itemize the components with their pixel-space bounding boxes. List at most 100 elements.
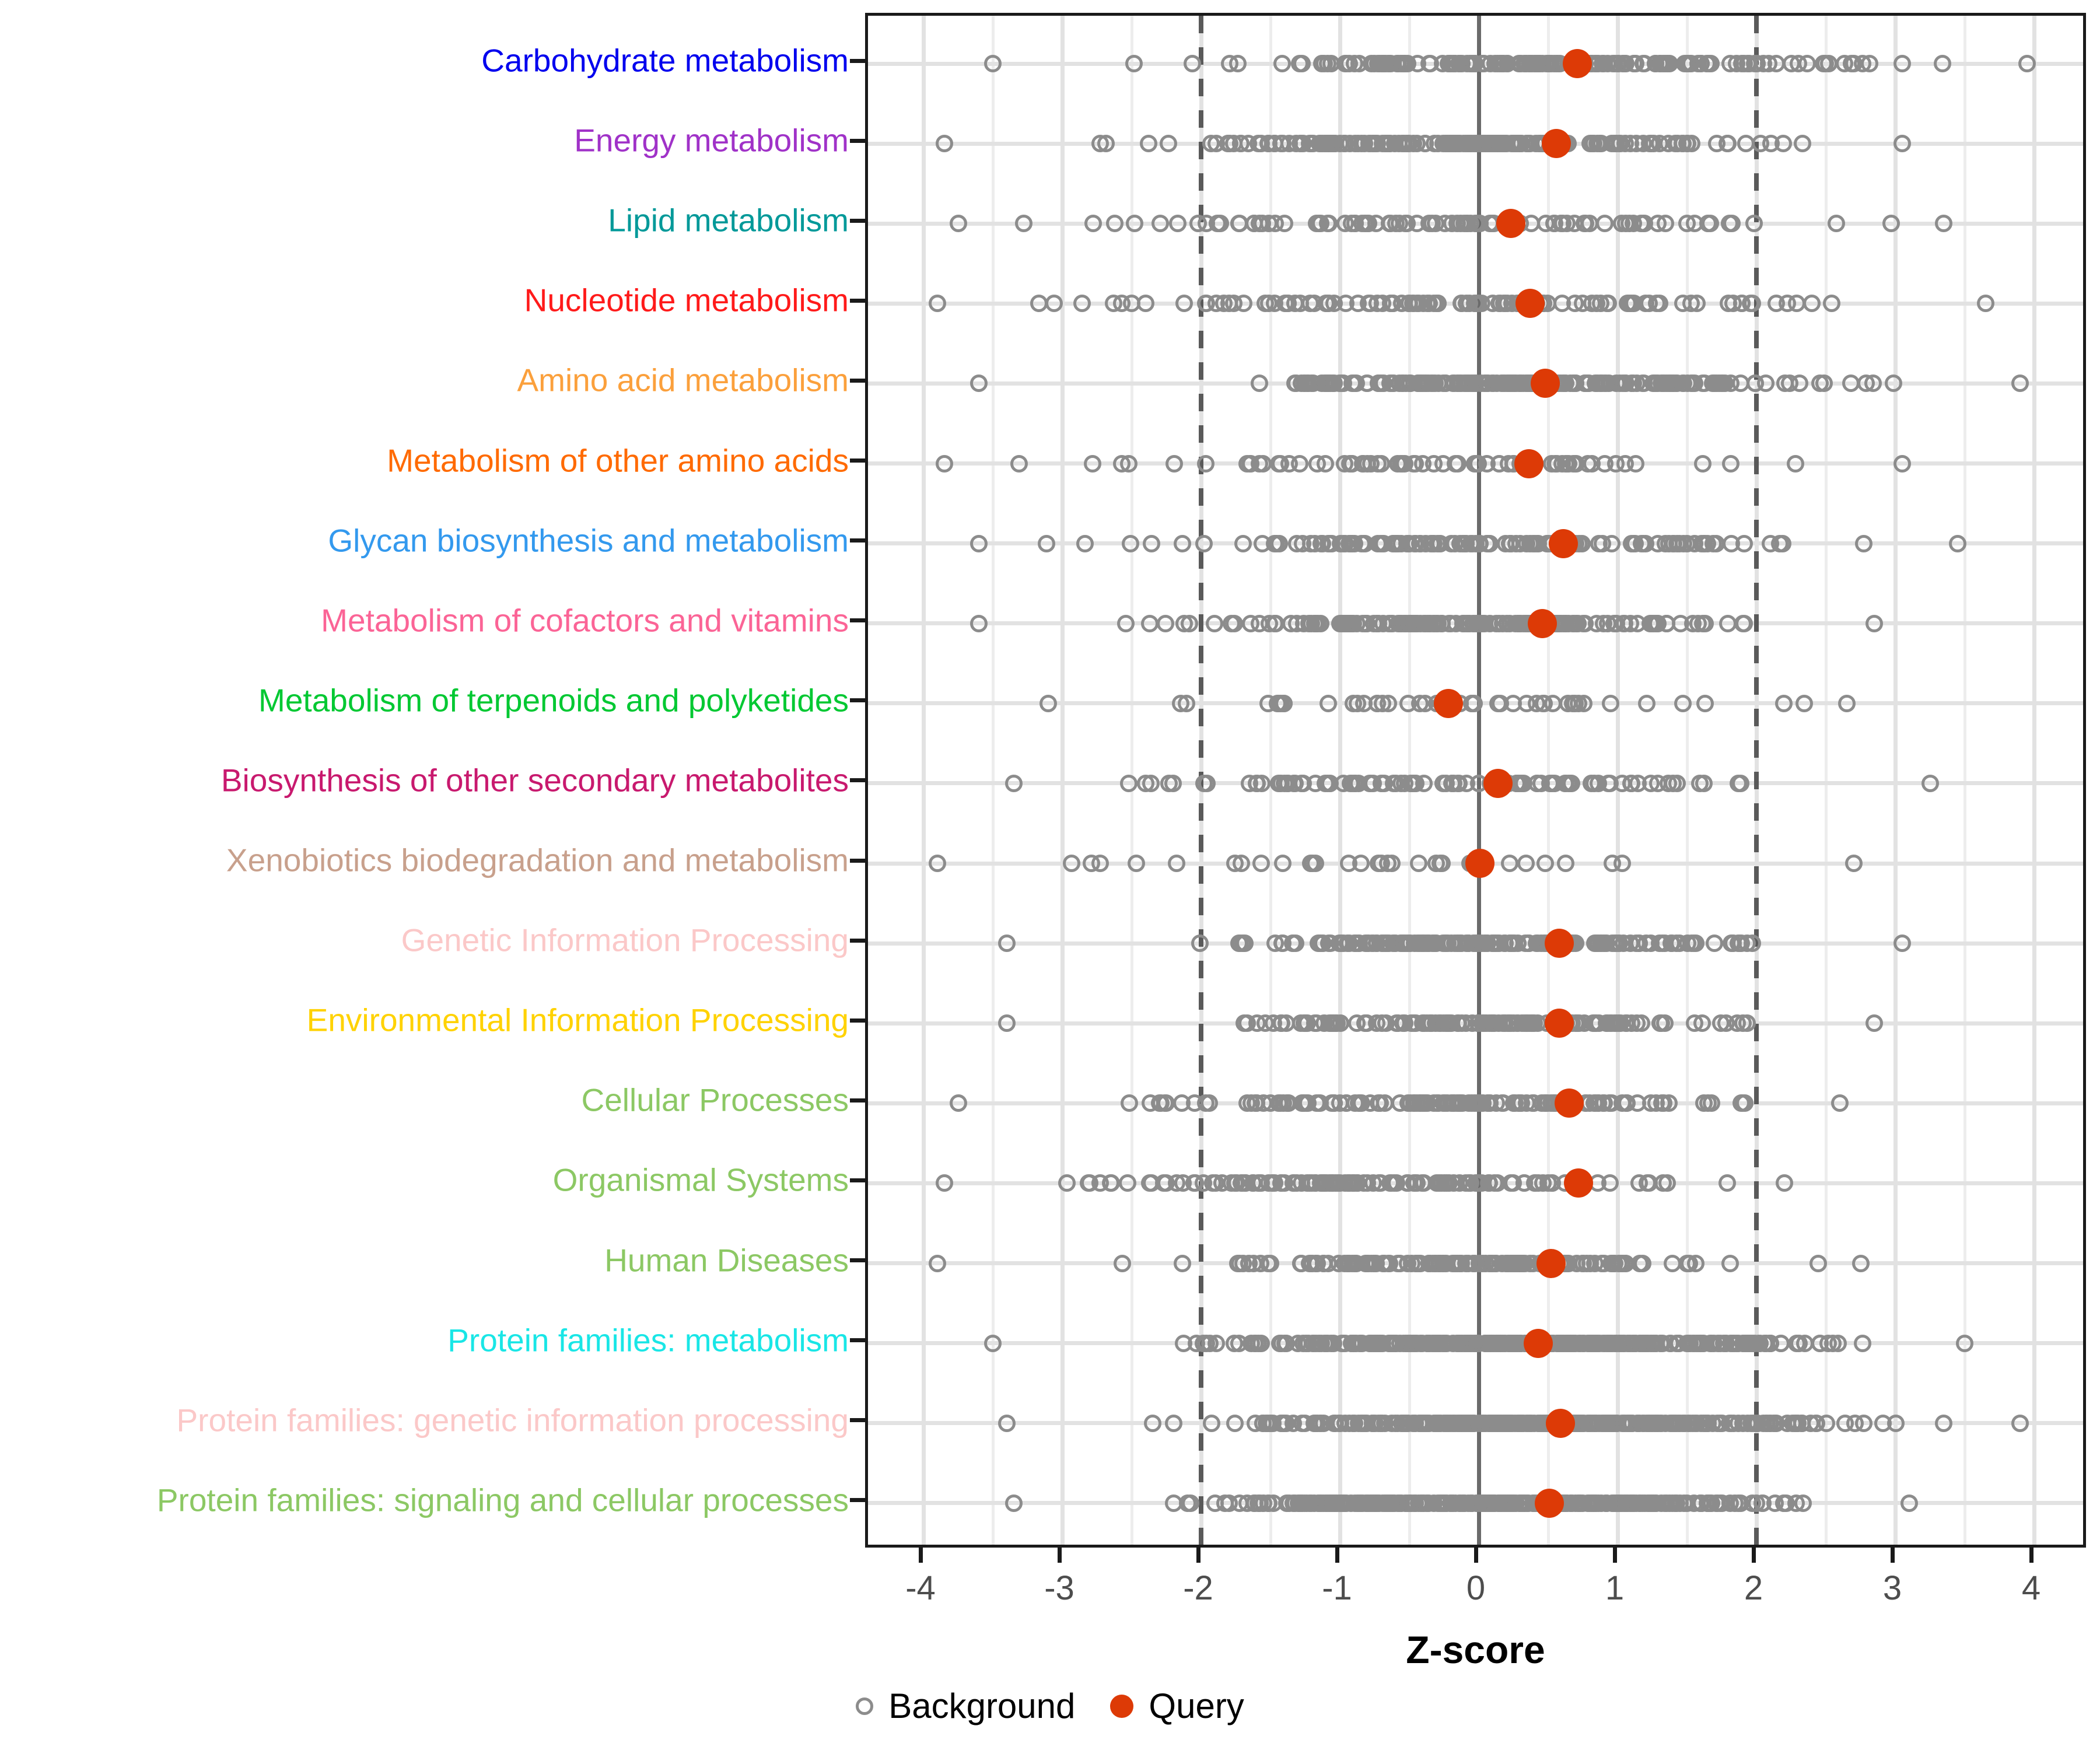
background-point: [1793, 135, 1811, 153]
background-point: [1239, 135, 1257, 153]
background-point: [998, 1014, 1016, 1032]
background-point: [1681, 1334, 1699, 1352]
y-axis-label: Lipid metabolism: [608, 202, 849, 239]
background-point: [1468, 1334, 1486, 1352]
background-point: [1637, 694, 1656, 712]
background-point: [1297, 1334, 1315, 1352]
background-point: [1466, 55, 1484, 72]
background-point: [1226, 1414, 1244, 1432]
background-point: [1280, 454, 1298, 473]
background-point: [1339, 855, 1357, 872]
background-point: [1179, 1494, 1197, 1512]
background-point: [1076, 534, 1094, 552]
background-point: [1420, 55, 1438, 72]
background-point: [2018, 55, 2036, 72]
background-point: [1221, 55, 1239, 72]
background-point: [1058, 1174, 1076, 1192]
background-point: [1395, 135, 1413, 153]
background-point: [1447, 454, 1465, 473]
background-point: [1165, 454, 1183, 473]
x-axis-tick-label: -3: [1044, 1569, 1074, 1607]
background-point: [1200, 1094, 1219, 1112]
background-point: [949, 1094, 967, 1112]
query-point: [1531, 369, 1560, 398]
query-point: [1524, 1328, 1553, 1358]
background-point: [1679, 135, 1697, 153]
background-point: [1282, 614, 1300, 632]
background-point: [1583, 295, 1601, 313]
background-point: [1643, 1414, 1661, 1432]
background-point: [1775, 1174, 1793, 1192]
background-point: [1600, 1334, 1618, 1352]
background-point: [1583, 1334, 1601, 1352]
background-point: [1273, 855, 1292, 872]
query-point: [1536, 1248, 1566, 1278]
x-axis-tick: [2029, 1548, 2034, 1563]
background-point: [1802, 1414, 1820, 1432]
background-point: [1613, 855, 1631, 872]
background-point: [1197, 454, 1215, 473]
background-point: [1722, 454, 1740, 473]
y-axis-tick: [850, 138, 865, 143]
x-axis-tick: [918, 1548, 923, 1563]
background-point: [1381, 1494, 1399, 1512]
y-axis-label: Cellular Processes: [581, 1082, 849, 1118]
background-point: [1670, 935, 1688, 953]
background-point: [1634, 55, 1653, 72]
background-point: [1786, 1414, 1804, 1432]
background-point: [1063, 855, 1081, 872]
background-point: [1693, 1014, 1711, 1032]
legend-label-background: Background: [888, 1686, 1076, 1726]
open-circle-icon: [856, 1697, 874, 1715]
background-point: [1580, 374, 1598, 393]
background-point: [1574, 694, 1592, 712]
background-point: [1387, 1414, 1405, 1432]
vertical-gridline-minor: [1685, 16, 1689, 1545]
background-point: [1202, 1414, 1220, 1432]
background-point: [1663, 1494, 1681, 1512]
background-point: [1251, 1494, 1269, 1512]
background-point: [2011, 374, 2029, 393]
background-point: [1491, 55, 1509, 72]
background-point: [1234, 1254, 1252, 1272]
x-axis-tick: [1890, 1548, 1895, 1563]
background-point: [1224, 295, 1242, 313]
background-point: [1583, 454, 1601, 473]
query-point: [1535, 1488, 1564, 1518]
background-point: [1597, 1494, 1615, 1512]
background-point: [1515, 55, 1533, 72]
background-point: [1277, 1014, 1295, 1032]
background-point: [1767, 55, 1785, 72]
background-point: [1680, 1254, 1698, 1272]
background-point: [1622, 1414, 1640, 1432]
background-point: [1195, 534, 1213, 552]
background-point: [1430, 1254, 1448, 1272]
background-point: [1893, 135, 1911, 153]
background-point: [1242, 614, 1260, 632]
background-point: [1838, 694, 1856, 712]
background-point: [1273, 1334, 1291, 1352]
background-point: [970, 534, 988, 552]
background-point: [1119, 774, 1138, 792]
background-point: [1646, 1334, 1664, 1352]
x-axis-tick: [1196, 1548, 1200, 1563]
background-point: [1175, 295, 1194, 313]
background-point: [1721, 1254, 1740, 1272]
background-point: [998, 935, 1016, 953]
background-point: [1167, 855, 1185, 872]
background-point: [1693, 614, 1712, 632]
background-point: [1120, 454, 1138, 473]
background-point: [1448, 215, 1466, 233]
x-axis-tick-label: -1: [1322, 1569, 1352, 1607]
y-axis-label: Biosynthesis of other secondary metaboli…: [220, 762, 849, 799]
y-axis-label: Metabolism of terpenoids and polyketides: [258, 682, 849, 719]
background-point: [1265, 1174, 1283, 1192]
background-point: [1674, 1414, 1692, 1432]
background-point: [1421, 614, 1439, 632]
background-point: [1392, 454, 1410, 473]
background-point: [1730, 935, 1748, 953]
x-axis-tick: [1474, 1548, 1478, 1563]
background-point: [1884, 374, 1902, 393]
y-axis-tick: [850, 1498, 865, 1503]
background-point: [1250, 454, 1268, 473]
